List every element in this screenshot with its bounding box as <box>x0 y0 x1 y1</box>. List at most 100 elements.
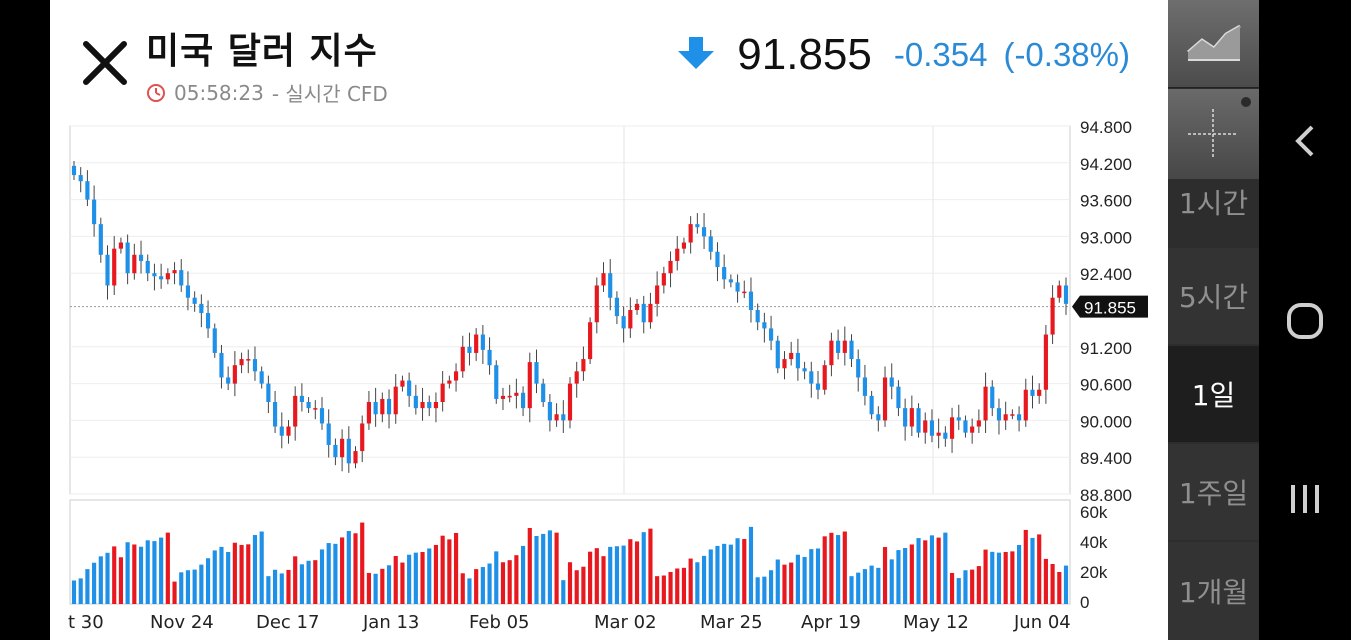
volume-bar <box>386 565 392 604</box>
volume-bar <box>440 535 445 604</box>
candle-body <box>842 340 847 353</box>
candle-body <box>232 365 237 384</box>
x-tick-label: Mar 25 <box>700 612 763 633</box>
candle-body <box>742 291 747 294</box>
candle-body <box>92 199 97 225</box>
candle-body <box>319 408 325 424</box>
volume-bar <box>326 543 331 604</box>
volume-bar <box>112 546 117 604</box>
volume-bar <box>380 568 385 604</box>
volume-bar <box>594 548 599 604</box>
volume-bar <box>675 568 680 604</box>
volume-bar <box>748 526 754 604</box>
candle-body <box>420 402 425 409</box>
candle-body <box>165 273 170 280</box>
volume-bar <box>836 535 841 604</box>
y-tick-label: 94.800 <box>1080 118 1132 137</box>
volume-bar <box>567 562 573 604</box>
recents-button[interactable] <box>1259 474 1351 524</box>
crosshair-button[interactable] <box>1168 89 1259 179</box>
price-box: 91.855 -0.354 (-0.38%) <box>677 30 1130 80</box>
candle-body <box>822 365 827 390</box>
back-icon <box>1295 125 1314 157</box>
volume-bar <box>634 541 640 604</box>
candle-body <box>903 408 908 427</box>
candle-body <box>527 362 532 409</box>
volume-bar <box>608 546 613 604</box>
candle-body <box>246 359 251 361</box>
volume-bar <box>956 578 961 604</box>
candle-body <box>701 227 707 237</box>
candle-body <box>769 328 774 341</box>
volume-bar <box>500 562 506 604</box>
volume-bar <box>427 548 432 604</box>
timeframe-1w[interactable]: 1주일 <box>1168 444 1259 540</box>
candle-body <box>722 267 727 280</box>
candle-body <box>145 260 150 274</box>
candle-body <box>970 426 975 433</box>
volume-bar <box>353 533 358 604</box>
quote-time: 05:58:23 <box>174 80 264 105</box>
candle-body <box>956 417 961 421</box>
volume-bar <box>1037 534 1042 604</box>
volume-bar <box>769 570 774 604</box>
volume-bar <box>614 546 619 604</box>
candle-body <box>313 408 318 410</box>
recents-icon <box>1291 485 1319 513</box>
volume-bar <box>668 572 673 604</box>
volume-bar <box>521 545 526 604</box>
candle-body <box>219 352 224 378</box>
volume-bar <box>373 573 378 604</box>
volume-bar <box>735 538 740 604</box>
candlestick-chart[interactable]: 94.800 94.200 93.600 93.000 92.400 91.200 90.6… <box>50 0 1168 640</box>
candle-body <box>1043 334 1048 390</box>
timeframe-5h[interactable]: 5시간 <box>1168 248 1259 344</box>
volume-bar <box>159 537 164 604</box>
volume-bar <box>507 560 512 604</box>
candle-body <box>882 377 888 421</box>
candle-body <box>594 285 599 323</box>
candle-body <box>1063 285 1069 304</box>
volume-bar <box>319 549 325 604</box>
x-tick-label: Apr 19 <box>801 612 861 633</box>
volume-bar <box>232 542 237 604</box>
home-button[interactable] <box>1259 296 1351 346</box>
volume-bar <box>92 562 97 604</box>
volume-bar <box>360 522 365 604</box>
volume-bar <box>970 569 975 604</box>
timeframe-1m[interactable]: 1개월 <box>1168 542 1259 640</box>
volume-bar <box>138 546 144 604</box>
candle-body <box>862 377 867 396</box>
candle-body <box>836 340 841 353</box>
volume-bar <box>842 531 847 604</box>
volume-tick-label: 60k <box>1080 503 1108 522</box>
candle-body <box>608 273 613 298</box>
candle-body <box>467 346 472 353</box>
close-icon[interactable] <box>80 36 132 88</box>
candle-body <box>138 254 144 261</box>
volume-bar <box>239 544 244 604</box>
candle-body <box>212 328 217 353</box>
candle-body <box>789 352 794 360</box>
volume-bar <box>1057 572 1062 604</box>
price-change: -0.354 <box>893 36 988 73</box>
candle-body <box>581 359 586 372</box>
timeframe-1d[interactable]: 1일 <box>1168 346 1259 442</box>
price-plot-area <box>69 125 1071 495</box>
candle-body <box>293 395 298 427</box>
candle-body <box>728 279 733 283</box>
volume-bar <box>145 540 150 604</box>
candle-body <box>266 383 271 402</box>
timeframe-1h[interactable]: 1시간 <box>1168 180 1259 224</box>
chart-type-button[interactable] <box>1168 0 1259 88</box>
back-button[interactable] <box>1259 116 1351 166</box>
candle-body <box>400 380 405 387</box>
page-title: 미국 달러 지수 <box>146 31 378 72</box>
volume-bar <box>413 552 418 604</box>
candle-body <box>889 377 894 387</box>
volume-bar <box>963 570 968 604</box>
candle-body <box>500 395 506 399</box>
candle-body <box>185 285 191 298</box>
volume-bar <box>340 537 345 604</box>
volume-bar <box>118 557 123 604</box>
